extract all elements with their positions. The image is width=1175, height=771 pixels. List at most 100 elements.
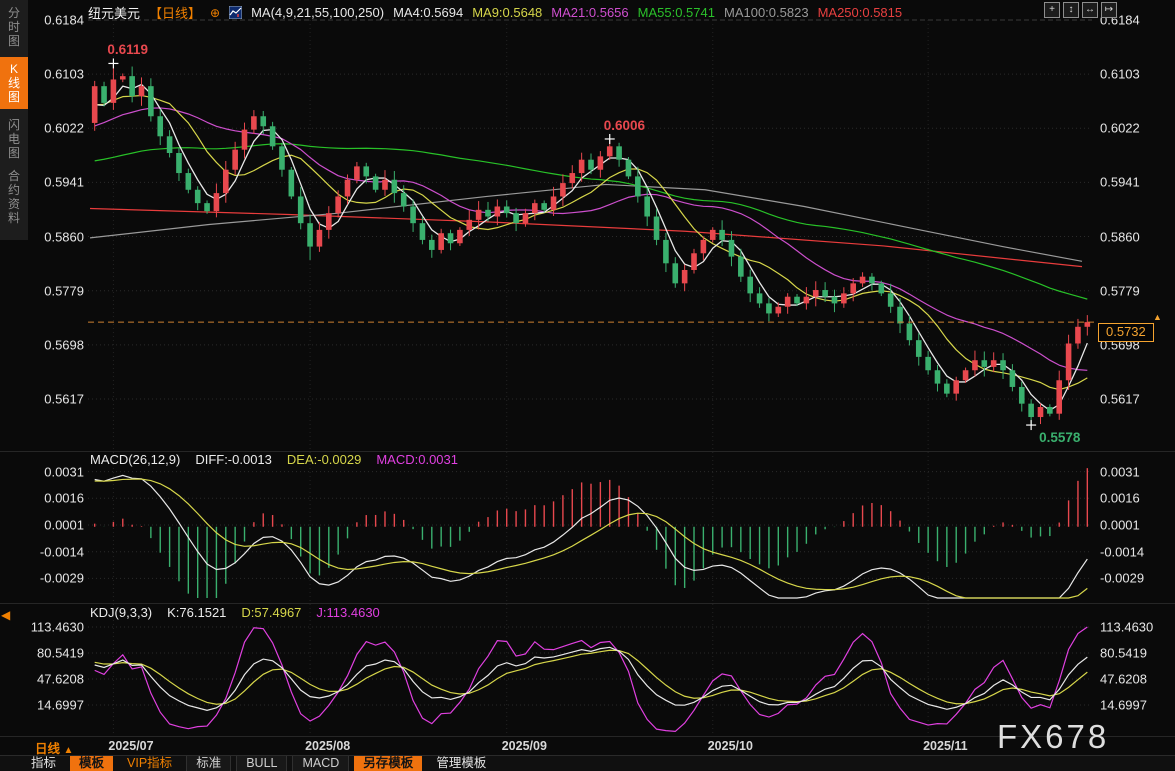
candle-body [672, 263, 679, 284]
candle-body [400, 193, 407, 207]
macd-axis-label-left: 0.0031 [44, 464, 84, 480]
macd-axis-label-right: -0.0014 [1100, 544, 1145, 560]
candle-body [513, 213, 519, 224]
candle-body [382, 179, 388, 190]
price-axis-label-left: 0.6022 [44, 120, 84, 136]
candle-body [438, 233, 444, 250]
ma250-value: MA250:0.5815 [817, 5, 903, 20]
candle-body [700, 239, 707, 254]
candle-body [691, 253, 697, 270]
candle-body [709, 229, 716, 240]
macd-hist-value: MACD:0.0031 [376, 452, 458, 467]
macd-axis-label-left: 0.0016 [44, 490, 84, 506]
candle-body [616, 146, 622, 160]
candle-body [625, 159, 632, 177]
price-axis-label-left: 0.5941 [44, 174, 84, 190]
sidebar-item-time-chart[interactable]: 分时图 [0, 6, 28, 48]
ma55-value: MA55:0.5741 [637, 5, 715, 20]
candle-body [841, 293, 847, 304]
chart-canvas[interactable] [0, 0, 1175, 738]
current-price-box[interactable]: 0.5732 [1098, 323, 1154, 343]
price-axis-label-left: 0.5779 [44, 283, 84, 299]
sidebar: 分时图 K线图 闪电图 合约资料 [0, 0, 28, 240]
candle-body [372, 176, 379, 190]
kdj-title[interactable]: KDJ(9,3,3) [90, 605, 153, 620]
candle-body [962, 370, 969, 381]
chart-header: 纽元美元 【日线】 ⊕ MA(4,9,21,55,100,250) MA4:0.… [88, 3, 902, 22]
symbol-name: 纽元美元 [88, 6, 141, 21]
candle-body [222, 169, 229, 194]
sidebar-item-kline-chart[interactable]: K线图 [0, 57, 28, 109]
period-badge[interactable]: 【日线】 [149, 6, 202, 21]
candle-body [597, 156, 604, 170]
ma100-value: MA100:0.5823 [723, 5, 809, 20]
tab-templates[interactable]: 模板 [70, 756, 114, 771]
candle-body [1065, 343, 1072, 381]
price-axis-label-left: 0.5860 [44, 229, 84, 245]
candle-body [354, 166, 360, 180]
candle-body [1037, 407, 1044, 418]
macd-panel-header: MACD(26,12,9) DIFF:-0.0013 DEA:-0.0029 M… [90, 452, 458, 467]
tab-manage-template[interactable]: 管理模板 [436, 756, 487, 770]
sidebar-item-label: K线图 [7, 62, 20, 104]
candle-body [279, 146, 285, 170]
price-axis-label-right: 0.6022 [1100, 120, 1140, 136]
restore-view-icon[interactable]: ↦ [1101, 2, 1117, 18]
candle-body [129, 76, 135, 97]
macd-axis-label-left: -0.0014 [39, 544, 84, 560]
period-selector[interactable]: 日线 ▲ [35, 738, 73, 757]
candle-body [1009, 370, 1016, 387]
candle-body [316, 229, 323, 247]
candle-body [503, 206, 510, 214]
candle-body [784, 296, 791, 307]
ma21-value: MA21:0.5656 [551, 5, 629, 20]
sidebar-item-flash-chart[interactable]: 闪电图 [0, 118, 28, 160]
candle-body [138, 86, 145, 97]
macd-dea-value: DEA:-0.0029 [286, 452, 362, 467]
candle-body [1056, 380, 1063, 414]
tab-macd[interactable]: MACD [292, 756, 350, 771]
tab-bull[interactable]: BULL [236, 756, 288, 771]
candle-body [588, 159, 594, 170]
macd-title[interactable]: MACD(26,12,9) [90, 452, 181, 467]
tab-save-template[interactable]: 另存模板 [354, 756, 423, 771]
tab-vip-indicators[interactable]: VIP指标 [127, 756, 173, 770]
crosshair-icon[interactable]: + [1044, 2, 1060, 18]
macd-axis-label-left: -0.0029 [39, 570, 84, 586]
candle-body [110, 79, 117, 103]
candle-body [990, 360, 997, 367]
add-indicator-icon[interactable]: ⊕ [210, 5, 221, 20]
kdj-k-line [94, 646, 1088, 711]
candle-body [176, 153, 182, 174]
candle-body [148, 86, 154, 117]
ma4-value: MA4:0.5694 [393, 5, 464, 20]
kdj-axis-label-left: 113.4630 [30, 619, 84, 635]
tab-standard[interactable]: 标准 [186, 756, 232, 771]
candle-body [522, 213, 529, 224]
candle-body [915, 340, 922, 357]
candle-body [269, 126, 276, 147]
candle-body [803, 296, 810, 304]
candle-body [550, 196, 557, 210]
price-axis-label-right: 0.5617 [1100, 391, 1140, 407]
sidebar-item-contract-info[interactable]: 合约资料 [0, 169, 28, 225]
candle-body [335, 196, 341, 214]
zoom-horizontal-icon[interactable]: ↔ [1082, 2, 1098, 18]
candle-body [934, 370, 941, 384]
candle-body [738, 256, 744, 277]
candle-body [635, 176, 641, 197]
period-label: 日线 [35, 742, 61, 756]
candle-body [653, 216, 660, 240]
macd-axis-label-right: 0.0016 [1100, 490, 1140, 506]
collapse-panel-icon[interactable]: ◀ [1, 608, 11, 622]
tab-indicators[interactable]: 指标 [31, 756, 57, 770]
candle-body [532, 203, 538, 214]
price-alert-icon[interactable]: ▲ [1153, 312, 1162, 323]
zoom-vertical-icon[interactable]: ↕ [1063, 2, 1079, 18]
indicator-chart-icon[interactable] [229, 6, 243, 19]
candle-body [297, 196, 304, 224]
price-axis-label-left: 0.6184 [44, 12, 84, 28]
candle-body [288, 169, 295, 197]
candle-body [232, 149, 238, 170]
